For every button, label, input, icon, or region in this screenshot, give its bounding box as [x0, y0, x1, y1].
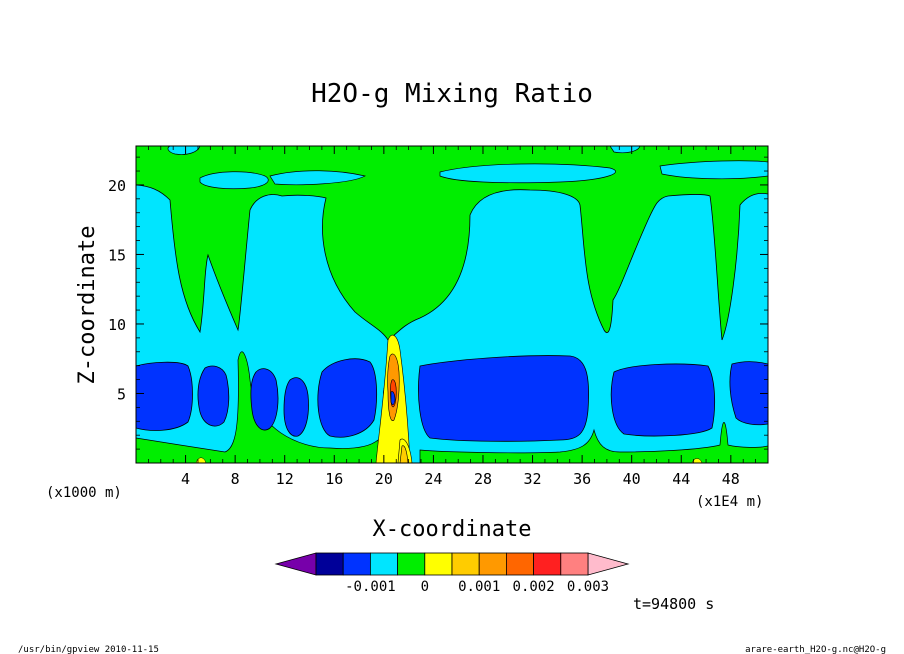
x-tick-label: 12	[276, 470, 294, 488]
footer-right: arare-earth_H2O-g.nc@H2O-g	[745, 645, 886, 654]
x-tick-label: 32	[524, 470, 542, 488]
x-unit-left: (x1000 m)	[46, 485, 122, 501]
colorbar-swatch	[424, 552, 453, 576]
x-tick-label: 48	[722, 470, 740, 488]
x-tick-label: 16	[325, 470, 343, 488]
colorbar-swatch	[315, 552, 344, 576]
field-green-lower	[136, 351, 381, 463]
field-cyan-top-band	[269, 170, 366, 186]
colorbar-swatch	[451, 552, 480, 576]
x-tick-label: 28	[474, 470, 492, 488]
x-tick-label: 40	[623, 470, 641, 488]
field-plume	[375, 334, 413, 463]
plot-frame	[135, 145, 769, 464]
x-tick-label: 8	[231, 470, 240, 488]
y-tick-label: 15	[108, 246, 126, 264]
field-blue-cells	[136, 355, 768, 442]
field-cyan-top-band	[659, 160, 768, 180]
colorbar-swatch	[505, 552, 534, 576]
time-label: t=94800 s	[633, 595, 714, 613]
x-tick-label: 4	[181, 470, 190, 488]
colorbar-label: 0	[421, 579, 429, 595]
x-tick-label: 24	[424, 470, 442, 488]
colorbar-swatch	[342, 552, 371, 576]
colorbar-label: -0.001	[345, 579, 396, 595]
colorbar-swatch	[369, 552, 398, 576]
x-tick-label: 44	[672, 470, 690, 488]
colorbar-swatch	[397, 552, 426, 576]
x-tick-marks: 4 8 12 16 20 24 28 32 36 40 44 48	[147, 146, 757, 488]
colorbar: -0.001 0 0.001 0.002 0.003	[274, 552, 630, 595]
y-tick-marks: 5 10 15 20	[108, 156, 768, 450]
field-green-lower	[419, 422, 768, 463]
x-tick-label: 20	[375, 470, 393, 488]
footer-left: /usr/bin/gpview 2010-11-15	[18, 645, 159, 654]
colorbar-swatch	[533, 552, 562, 576]
chart-title: H2O-g Mixing Ratio	[311, 79, 593, 109]
colorbar-swatch	[560, 552, 589, 576]
x-unit-right: (x1E4 m)	[696, 494, 763, 510]
colorbar-swatch	[478, 552, 507, 576]
x-axis-label: X-coordinate	[373, 517, 532, 542]
y-tick-label: 20	[108, 177, 126, 195]
y-tick-label: 10	[108, 316, 126, 334]
y-axis-label: Z-coordinate	[75, 226, 100, 385]
colorbar-label: 0.001	[458, 579, 500, 595]
field-cyan-top-band	[439, 163, 616, 184]
y-tick-label: 5	[117, 385, 126, 403]
colorbar-label: 0.002	[513, 579, 555, 595]
field-cyan-top-band	[199, 171, 269, 190]
colorbar-under-triangle	[274, 552, 317, 576]
colorbar-over-triangle	[587, 552, 630, 576]
colorbar-label: 0.003	[567, 579, 609, 595]
x-tick-label: 36	[573, 470, 591, 488]
